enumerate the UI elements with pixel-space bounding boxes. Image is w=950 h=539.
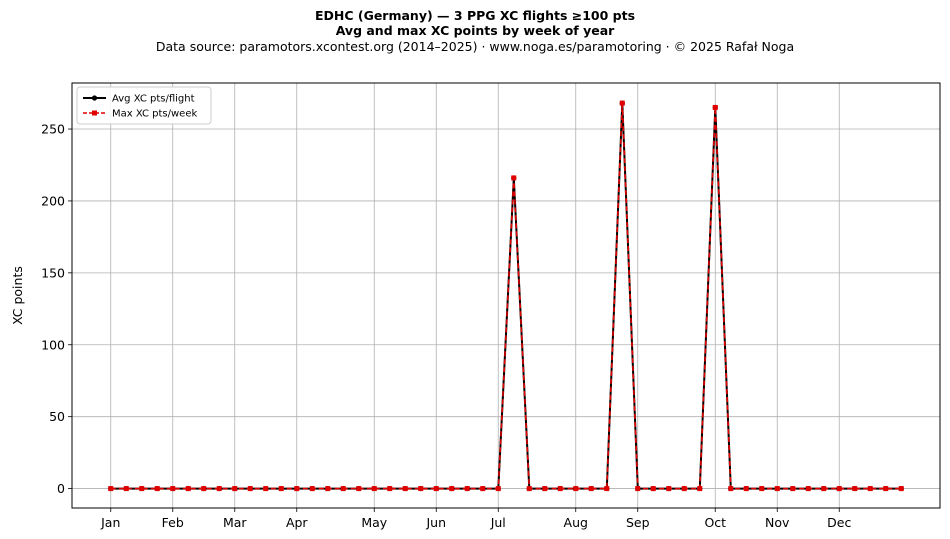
- chart-title: EDHC (Germany) — 3 PPG XC flights ≥100 p…: [314, 8, 636, 23]
- chart-subtitle: Avg and max XC points by week of year: [335, 23, 615, 38]
- title-block: EDHC (Germany) — 3 PPG XC flights ≥100 p…: [0, 8, 950, 55]
- legend-box: [76, 86, 212, 125]
- x-tick-label: Mar: [223, 515, 247, 530]
- data-point: [418, 486, 424, 492]
- data-point: [495, 486, 501, 492]
- x-tick-label: Dec: [827, 515, 851, 530]
- data-point: [604, 486, 610, 492]
- data-point: [898, 486, 904, 492]
- y-tick-label: 100: [41, 337, 65, 352]
- data-point: [836, 486, 842, 492]
- legend-entry: Avg XC pts/flight: [83, 94, 195, 105]
- x-tick-label: Nov: [765, 515, 790, 530]
- data-point: [123, 486, 129, 492]
- x-tick-label: Jul: [490, 515, 506, 530]
- data-point: [852, 486, 858, 492]
- data-point: [712, 104, 718, 110]
- data-point: [263, 486, 269, 492]
- data-point: [480, 486, 486, 492]
- x-tick-label: Jun: [425, 515, 446, 530]
- legend-swatch-marker: [92, 110, 97, 116]
- data-point: [867, 486, 873, 492]
- data-point: [170, 486, 176, 492]
- legend-label: Avg XC pts/flight: [112, 94, 195, 105]
- data-point: [449, 486, 455, 492]
- data-point: [805, 486, 811, 492]
- data-point: [759, 486, 765, 492]
- data-point: [371, 486, 377, 492]
- data-point: [294, 486, 300, 492]
- legend-label: Max XC pts/week: [112, 109, 197, 120]
- data-point: [619, 100, 625, 106]
- x-tick-label: Apr: [286, 515, 308, 530]
- data-point: [511, 175, 517, 181]
- data-point: [650, 486, 656, 492]
- data-point: [542, 486, 548, 492]
- data-point: [201, 486, 207, 492]
- data-point: [573, 486, 579, 492]
- x-tick-label: Jan: [100, 515, 120, 530]
- series-line: [110, 103, 902, 490]
- data-point: [883, 486, 889, 492]
- data-point: [743, 486, 749, 492]
- grid-lines: [72, 83, 940, 508]
- data-point: [635, 486, 641, 492]
- data-point: [402, 486, 408, 492]
- y-axis-label: XC points: [10, 266, 25, 325]
- data-point: [325, 486, 331, 492]
- data-point: [464, 486, 470, 492]
- data-point: [821, 486, 827, 492]
- data-point: [790, 486, 796, 492]
- y-tick-label: 0: [57, 481, 65, 496]
- data-point: [108, 486, 114, 492]
- tick-layer: Jan Feb Mar Apr May Jun Jul Aug Sep Oct Nov Dec 0 50 1…: [41, 122, 851, 530]
- y-tick-label: 200: [41, 193, 65, 208]
- series-line: [110, 103, 902, 490]
- data-point: [588, 486, 594, 492]
- legend-swatch-marker: [91, 95, 98, 101]
- data-point: [309, 486, 315, 492]
- avg-series: [108, 100, 904, 492]
- data-point: [433, 486, 439, 492]
- data-point: [526, 486, 532, 492]
- plot-frame: [71, 82, 941, 509]
- data-point: [666, 486, 672, 492]
- data-point: [774, 486, 780, 492]
- legend-entry: Max XC pts/week: [83, 109, 197, 120]
- x-tick-label: Aug: [564, 515, 588, 530]
- data-source-line: Data source: paramotors.xcontest.org (20…: [155, 39, 795, 54]
- data-point: [681, 486, 687, 492]
- y-tick-label: 50: [49, 409, 65, 424]
- y-tick-label: 150: [41, 265, 65, 280]
- data-point: [387, 486, 393, 492]
- y-tick-label: 250: [41, 122, 65, 137]
- data-point: [247, 486, 253, 492]
- data-point: [139, 486, 145, 492]
- x-tick-label: Feb: [162, 515, 184, 530]
- series-layer: [108, 100, 904, 492]
- data-point: [216, 486, 222, 492]
- data-point: [232, 486, 238, 492]
- data-point: [356, 486, 362, 492]
- x-tick-label: May: [361, 515, 387, 530]
- data-point: [340, 486, 346, 492]
- max-series: [108, 100, 904, 492]
- data-point: [728, 486, 734, 492]
- legend: Avg XC pts/flight Max XC pts/week: [76, 86, 212, 125]
- x-tick-label: Sep: [626, 515, 650, 530]
- data-point: [154, 486, 160, 492]
- data-point: [697, 486, 703, 492]
- data-point: [185, 486, 191, 492]
- x-tick-label: Oct: [704, 515, 726, 530]
- data-point: [557, 486, 563, 492]
- data-point: [278, 486, 284, 492]
